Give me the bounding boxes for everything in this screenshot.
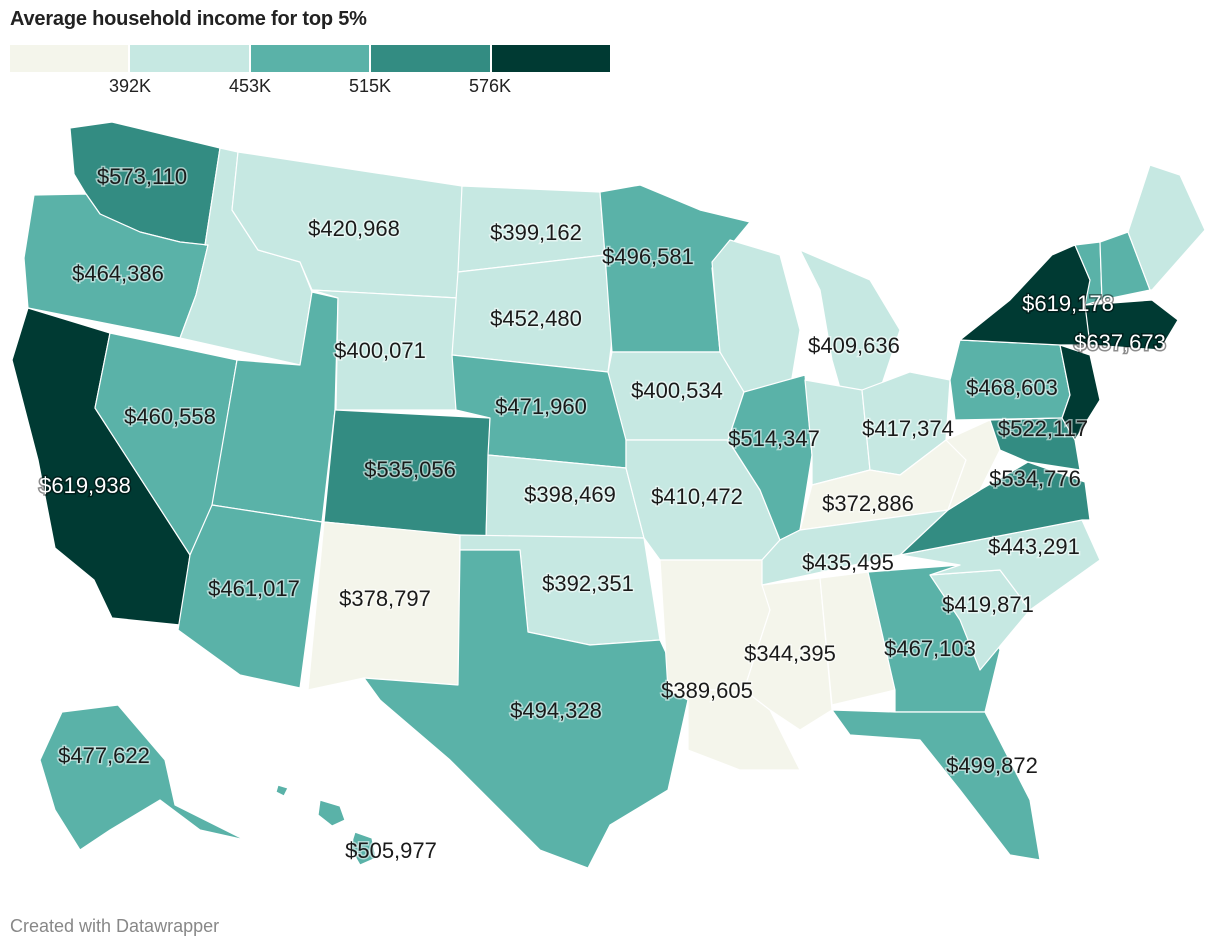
state-hi xyxy=(275,784,289,797)
state-value-label: $505,977 xyxy=(345,838,437,863)
state-value-label: $477,622 xyxy=(58,743,150,768)
state-value-label: $496,581 xyxy=(602,244,694,269)
state-ak xyxy=(39,704,246,851)
state-value-label: $400,534 xyxy=(631,378,723,403)
legend-tick: 392K xyxy=(108,76,152,96)
state-value-label: $419,871 xyxy=(942,592,1034,617)
state-tx xyxy=(363,549,689,869)
state-value-label: $435,495 xyxy=(802,550,894,575)
legend-bin xyxy=(10,45,129,72)
state-value-label: $461,017 xyxy=(208,576,300,601)
legend-bin xyxy=(130,45,249,72)
state-value-label: $460,558 xyxy=(124,404,216,429)
state-mi xyxy=(799,249,901,396)
state-value-label: $573,110 xyxy=(97,164,187,189)
state-value-label: $417,374 xyxy=(862,416,954,441)
state-hi xyxy=(349,831,377,866)
state-value-label: $344,395 xyxy=(744,641,836,666)
state-value-label: $522,117 xyxy=(998,416,1088,441)
us-state-map: $573,110 $464,386 $619,938 $420,968 $460,558… xyxy=(11,121,1206,869)
state-az xyxy=(177,504,323,689)
credit-line: Created with Datawrapper xyxy=(10,916,220,936)
state-value-label: $420,968 xyxy=(308,216,400,241)
state-value-label: $443,291 xyxy=(988,534,1080,559)
state-value-label: $372,886 xyxy=(822,491,914,516)
state-value-label: $637,673 xyxy=(1074,330,1166,355)
state-value-label: $392,351 xyxy=(542,571,634,596)
state-fl xyxy=(831,709,1041,861)
state-value-label: $378,797 xyxy=(339,586,431,611)
state-value-label: $399,162 xyxy=(490,220,582,245)
state-ma xyxy=(1084,299,1179,351)
state-value-label: $400,071 xyxy=(334,338,426,363)
state-me xyxy=(1127,164,1206,291)
state-value-label: $467,103 xyxy=(884,636,976,661)
state-value-label: $464,386 xyxy=(72,261,164,286)
state-value-label: $410,472 xyxy=(651,484,743,509)
legend-tick: 453K xyxy=(228,76,272,96)
state-wi xyxy=(711,239,801,393)
state-sd xyxy=(451,254,613,373)
state-value-label: $471,960 xyxy=(495,394,587,419)
state-value-label: $494,328 xyxy=(510,698,602,723)
legend-tick: 515K xyxy=(348,76,392,96)
legend-bin xyxy=(371,45,490,72)
state-value-label: $389,605 xyxy=(661,678,753,703)
state-nc xyxy=(899,519,1101,611)
legend-tick: 576K xyxy=(468,76,512,96)
state-vt xyxy=(1074,241,1103,306)
state-value-label: $468,603 xyxy=(966,375,1058,400)
state-hi xyxy=(317,799,346,827)
state-nj xyxy=(1059,344,1101,441)
state-value-label: $409,636 xyxy=(808,333,900,358)
legend-bin xyxy=(250,45,370,72)
state-value-label: $499,872 xyxy=(946,753,1038,778)
legend-bin xyxy=(491,45,611,72)
state-value-label: $619,178 xyxy=(1022,291,1114,316)
state-value-label: $619,938 xyxy=(39,473,131,498)
chart-title: Average household income for top 5% xyxy=(10,8,367,30)
state-value-label: $398,469 xyxy=(524,482,616,507)
state-wy xyxy=(311,289,459,411)
state-value-label: $452,480 xyxy=(490,306,582,331)
state-value-label: $534,776 xyxy=(989,466,1081,491)
color-legend: 392K 453K 515K 576K xyxy=(10,45,611,105)
state-value-label: $535,056 xyxy=(364,457,456,482)
state-value-label: $514,347 xyxy=(728,426,820,451)
